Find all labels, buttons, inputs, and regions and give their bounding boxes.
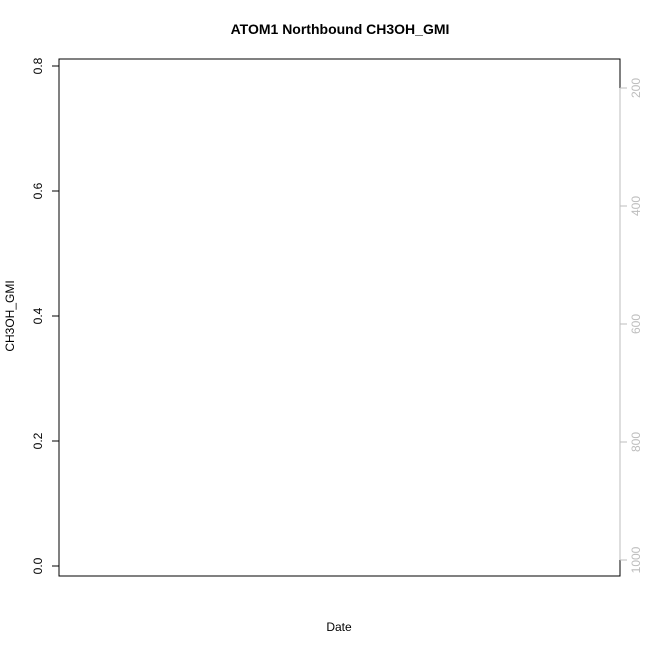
right-tick-label: 1000 xyxy=(629,546,643,573)
y-tick-label: 0.0 xyxy=(31,557,45,574)
right-tick-label: 600 xyxy=(629,314,643,334)
y-axis-label: CH3OH_GMI xyxy=(3,280,17,351)
right-tick-label: 800 xyxy=(629,432,643,452)
y-tick-label: 0.2 xyxy=(31,432,45,449)
right-tick-label: 200 xyxy=(629,78,643,98)
axes-layer: Aug 13Aug 15Aug 17Aug 19Aug 210.00.20.40… xyxy=(31,57,643,577)
x-axis-label: Date xyxy=(326,620,352,634)
plot-frame xyxy=(58,58,621,577)
y-tick-label: 0.4 xyxy=(31,307,45,324)
right-tick-label: 400 xyxy=(629,196,643,216)
y-tick-label: 0.6 xyxy=(31,182,45,199)
chart-title: ATOM1 Northbound CH3OH_GMI xyxy=(231,21,450,37)
y-tick-label: 0.8 xyxy=(31,57,45,74)
